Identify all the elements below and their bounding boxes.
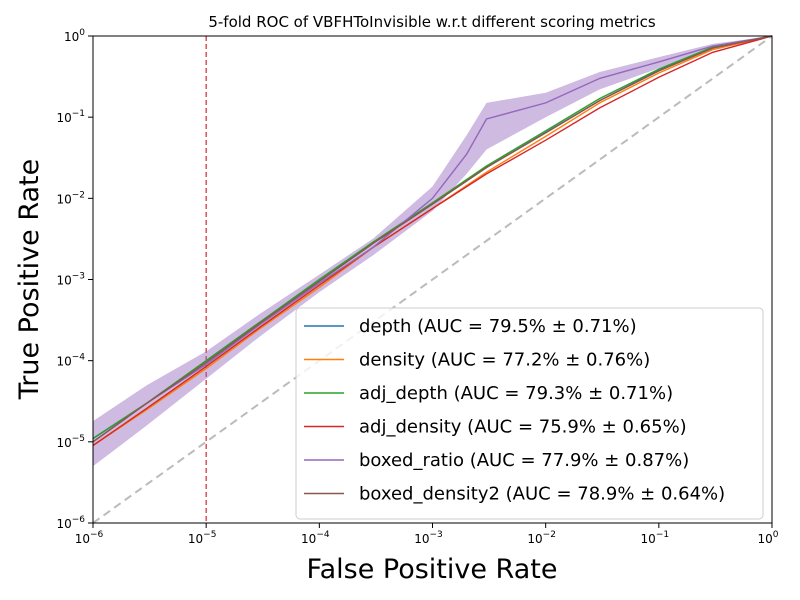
diagonal-chance-line bbox=[92, 35, 773, 524]
x-tick-label-3: 10−3 bbox=[414, 530, 443, 546]
x-tick-label-6: 100 bbox=[757, 530, 778, 546]
legend-entry-4: boxed_ratio (AUC = 77.9% ± 0.87%) bbox=[359, 450, 689, 471]
legend-box bbox=[295, 307, 764, 520]
series-line-3 bbox=[92, 35, 773, 447]
y-tick-label-4: 10−2 bbox=[56, 190, 85, 206]
legend-entry-0: depth (AUC = 79.5% ± 0.71%) bbox=[359, 316, 637, 337]
y-tick-label-1: 10−5 bbox=[56, 434, 85, 450]
y-tick-label-3: 10−3 bbox=[56, 272, 85, 288]
x-tick-label-0: 10−6 bbox=[75, 530, 104, 546]
y-tick-label-6: 100 bbox=[64, 28, 85, 44]
legend-entry-1: density (AUC = 77.2% ± 0.76%) bbox=[359, 350, 650, 371]
series-line-4 bbox=[92, 35, 773, 443]
x-axis-label: False Positive Rate bbox=[307, 554, 558, 585]
series-line-2 bbox=[92, 35, 773, 440]
series-line-5 bbox=[92, 35, 773, 443]
plot-area bbox=[92, 35, 773, 524]
chart-title: 5-fold ROC of VBFHToInvisible w.r.t diff… bbox=[208, 13, 655, 31]
y-tick-label-0: 10−6 bbox=[56, 515, 85, 531]
legend-entry-3: adj_density (AUC = 75.9% ± 0.65%) bbox=[359, 417, 687, 438]
axis-ticks: 10−6 10−5 10−4 10−3 10−2 10−1 100 10−6 10−5 10−4 1… bbox=[56, 28, 778, 546]
x-tick-label-2: 10−4 bbox=[301, 530, 330, 546]
x-tick-label-1: 10−5 bbox=[188, 530, 217, 546]
y-axis-label: True Positive Rate bbox=[14, 159, 45, 401]
y-tick-label-5: 10−1 bbox=[56, 109, 85, 125]
x-tick-label-5: 10−1 bbox=[641, 530, 670, 546]
legend-entry-5: boxed_density2 (AUC = 78.9% ± 0.64%) bbox=[359, 484, 725, 505]
legend: depth (AUC = 79.5% ± 0.71%) density (AUC … bbox=[295, 307, 764, 520]
y-tick-label-2: 10−4 bbox=[56, 353, 85, 369]
legend-entry-2: adj_depth (AUC = 79.3% ± 0.71%) bbox=[359, 383, 673, 404]
x-tick-label-4: 10−2 bbox=[527, 530, 556, 546]
